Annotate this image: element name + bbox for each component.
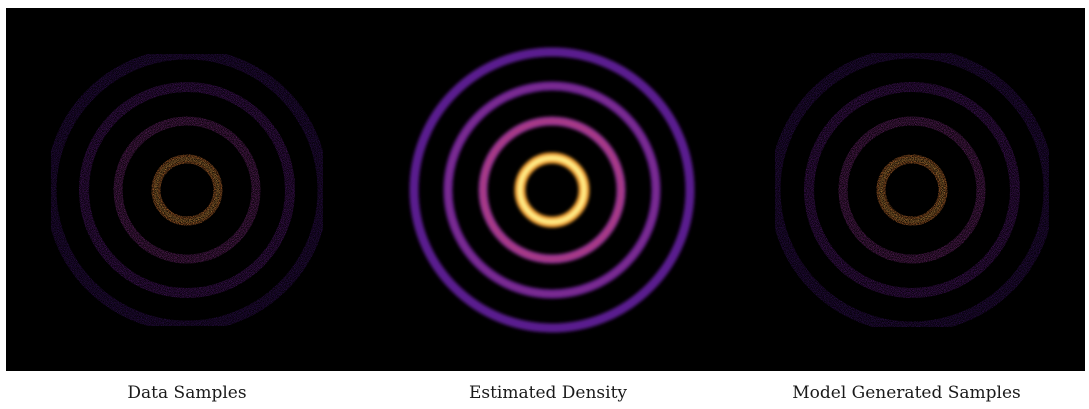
data-samples-plot: [45, 48, 329, 332]
model-ring-2: [838, 116, 986, 264]
model-generated-samples-panel: [728, 8, 1085, 371]
model-ring-4: [769, 47, 1055, 333]
data-samples-panel: [6, 8, 368, 371]
estimated-density-plot: [409, 47, 695, 333]
model-generated-samples-caption: Model Generated Samples: [792, 383, 1021, 403]
model-ring-3: [804, 82, 1020, 298]
estimated-density-caption: Estimated Density: [468, 383, 628, 403]
data-ring-2: [113, 116, 261, 264]
data-ring-3: [79, 82, 295, 298]
density-ring-4: [409, 47, 695, 333]
model-generated-samples-plot: [769, 47, 1055, 333]
data-ring-4: [45, 48, 329, 332]
estimated-density-panel: [368, 8, 728, 371]
data-samples-caption: Data Samples: [127, 383, 247, 403]
